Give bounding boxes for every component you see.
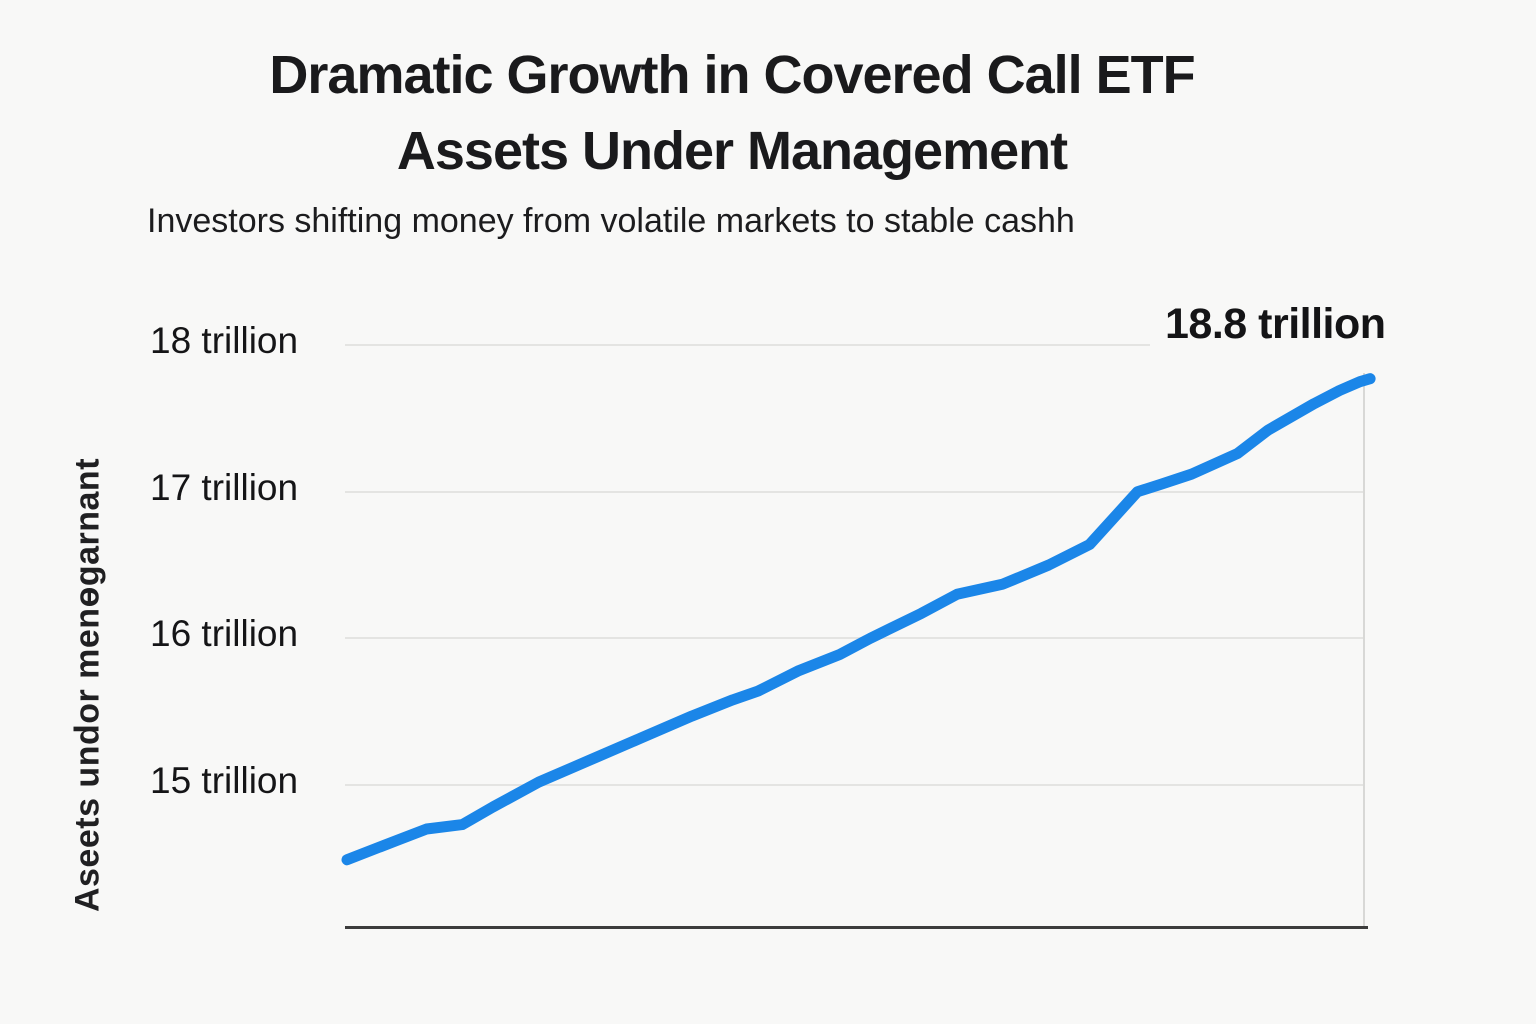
y-tick-label: 18 trillion <box>150 320 299 361</box>
y-tick-label: 15 trillion <box>150 760 299 801</box>
end-value-annotation: 18.8 trillion <box>1165 300 1386 348</box>
x-axis-line <box>345 926 1368 929</box>
gridline-16-trillion <box>345 637 1365 640</box>
aum-line-series <box>341 373 1376 866</box>
plot-right-border <box>1363 373 1365 926</box>
y-tick-label: 17 trillion <box>150 466 299 508</box>
chart-title-line2: Assets Under Management <box>396 120 1068 181</box>
gridline-17-trillion <box>345 490 1365 493</box>
chart-title: Dramatic Growth in Covered Call ETF Asse… <box>0 38 1464 189</box>
gridline-15-trillion <box>345 784 1365 786</box>
line-series-svg <box>341 373 1376 866</box>
y-axis-label: Aseets undor menɵgarnant <box>68 457 107 913</box>
y-tick-label: 16 trillion <box>150 613 299 655</box>
gridline-18-trillion <box>345 344 1150 346</box>
chart-title-line1: Dramatic Growth in Covered Call ETF <box>269 45 1195 105</box>
chart-subtitle: Investors shifting money from volatile m… <box>147 202 1075 240</box>
